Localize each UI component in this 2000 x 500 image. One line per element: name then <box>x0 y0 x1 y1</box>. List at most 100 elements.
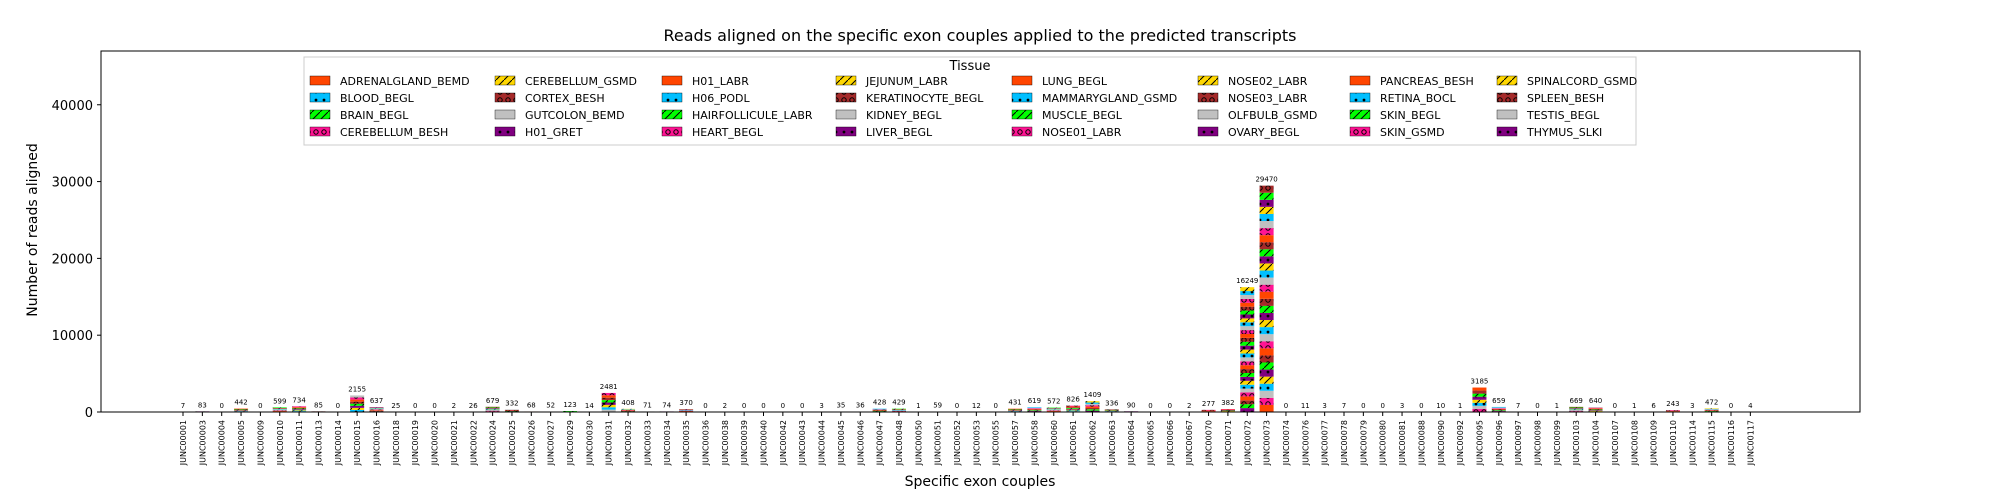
x-tick-label: JUNC00010 <box>276 420 285 466</box>
bar-segment <box>1491 408 1506 410</box>
x-tick-label: JUNC00052 <box>953 420 962 466</box>
bar-segment <box>1240 365 1255 370</box>
bar-segment <box>1240 287 1255 292</box>
bar-segment <box>1240 369 1255 373</box>
bar-value-label: 0 <box>800 402 804 410</box>
bar-segment <box>504 409 519 411</box>
bar-segment <box>369 407 384 409</box>
x-tick-label: JUNC00015 <box>353 420 362 466</box>
legend-label: H01_GRET <box>525 126 583 139</box>
bar-segment <box>1704 408 1719 409</box>
bar-segment <box>1104 410 1119 412</box>
bar-segment <box>350 405 365 408</box>
x-tick-label: JUNC00029 <box>566 420 575 466</box>
bar-segment <box>1704 410 1719 411</box>
bar-segment <box>601 395 616 398</box>
bar-segment <box>1240 361 1255 366</box>
x-tick-label: JUNC00033 <box>643 420 652 466</box>
x-tick-label: JUNC00027 <box>547 420 556 466</box>
bar-value-label: 0 <box>761 402 765 410</box>
bar-segment <box>1259 383 1274 391</box>
bar-segment <box>485 407 500 409</box>
bar-segment <box>1588 407 1603 409</box>
x-tick-label: JUNC00026 <box>527 420 536 466</box>
x-tick-label: JUNC00088 <box>1417 420 1426 466</box>
legend-swatch <box>835 75 857 86</box>
x-axis-label: Specific exon couples <box>905 474 1056 490</box>
bar-segment <box>872 409 887 411</box>
x-tick-label: JUNC00071 <box>1224 420 1233 466</box>
bar-value-label: 2155 <box>348 385 366 393</box>
bar-segment <box>1569 410 1584 411</box>
x-tick-label: JUNC00058 <box>1030 420 1039 466</box>
bar-segment <box>350 399 365 402</box>
bar-segment <box>504 411 519 412</box>
bar-segment <box>1588 410 1603 412</box>
bar-segment <box>1240 404 1255 409</box>
plot-frame <box>100 50 1861 413</box>
x-tick-label: JUNC00103 <box>1572 420 1581 466</box>
x-tick-label: JUNC00099 <box>1553 420 1562 466</box>
bar-segment <box>1240 337 1255 342</box>
bar-segment <box>1259 284 1274 292</box>
legend-label: GUTCOLON_BEMD <box>525 109 625 122</box>
legend-label: CEREBELLUM_GSMD <box>525 75 637 88</box>
bar-segment <box>350 395 365 398</box>
bar-segment <box>1259 256 1274 264</box>
bar-segment <box>601 402 616 405</box>
bar-segment <box>601 409 616 412</box>
x-tick-label: JUNC00061 <box>1069 420 1078 466</box>
bar-segment <box>350 403 365 406</box>
bar-value-label: 1 <box>1555 402 1559 410</box>
legend-label: SKIN_GSMD <box>1380 126 1445 139</box>
bar-segment <box>621 410 636 412</box>
bar-value-label: 0 <box>336 402 340 410</box>
bar-segment <box>504 410 519 411</box>
bar-segment <box>872 409 887 410</box>
bar-segment <box>485 410 500 412</box>
legend-swatch <box>1011 109 1033 120</box>
bar-value-label: 12 <box>972 402 981 410</box>
x-tick-label: JUNC00032 <box>624 420 633 466</box>
bar-segment <box>1085 403 1100 406</box>
bar-value-label: 26 <box>469 402 478 410</box>
bar-segment <box>1569 410 1584 412</box>
legend-swatch <box>309 126 331 137</box>
legend-swatch <box>309 109 331 120</box>
legend: Tissue ADRENALGLAND_BEMD BLOOD_BEGL BRAIN_… <box>303 56 1637 146</box>
bar-value-label: 74 <box>662 401 671 409</box>
legend-swatch <box>1496 109 1518 120</box>
bar-segment <box>292 409 307 411</box>
bar-segment <box>1066 408 1081 409</box>
bar-segment <box>872 410 887 411</box>
bar-segment <box>369 407 384 408</box>
bar-value-label: 619 <box>1028 397 1041 405</box>
bar-value-label: 3 <box>1322 402 1326 410</box>
bar-segment <box>1066 409 1081 411</box>
x-tick-label: JUNC00045 <box>837 420 846 466</box>
legend-swatch <box>1197 75 1219 86</box>
legend-swatch <box>309 92 331 103</box>
bar-segment <box>1240 298 1255 303</box>
bar-segment <box>1104 410 1119 411</box>
bar-value-label: 0 <box>1613 402 1617 410</box>
x-tick-label: JUNC00074 <box>1282 420 1291 466</box>
legend-swatch <box>1349 92 1371 103</box>
x-tick-label: JUNC00062 <box>1088 420 1097 466</box>
x-tick-label: JUNC00035 <box>682 420 691 466</box>
legend-label: H01_LABR <box>692 75 749 88</box>
x-tick-label: JUNC00020 <box>431 420 440 466</box>
bar-value-label: 0 <box>1419 402 1423 410</box>
bar-segment <box>1104 409 1119 411</box>
bar-segment <box>1066 405 1081 407</box>
bar-segment <box>1259 277 1274 285</box>
bar-value-label: 0 <box>1284 402 1288 410</box>
bar-segment <box>1240 349 1255 354</box>
bar-value-label: 0 <box>1361 402 1365 410</box>
x-tick-label: JUNC00034 <box>663 420 672 466</box>
x-tick-label: JUNC00072 <box>1243 420 1252 466</box>
x-tick-label: JUNC00013 <box>314 420 323 466</box>
bar-value-label: 3 <box>1690 402 1694 410</box>
x-tick-label: JUNC00009 <box>256 420 265 466</box>
